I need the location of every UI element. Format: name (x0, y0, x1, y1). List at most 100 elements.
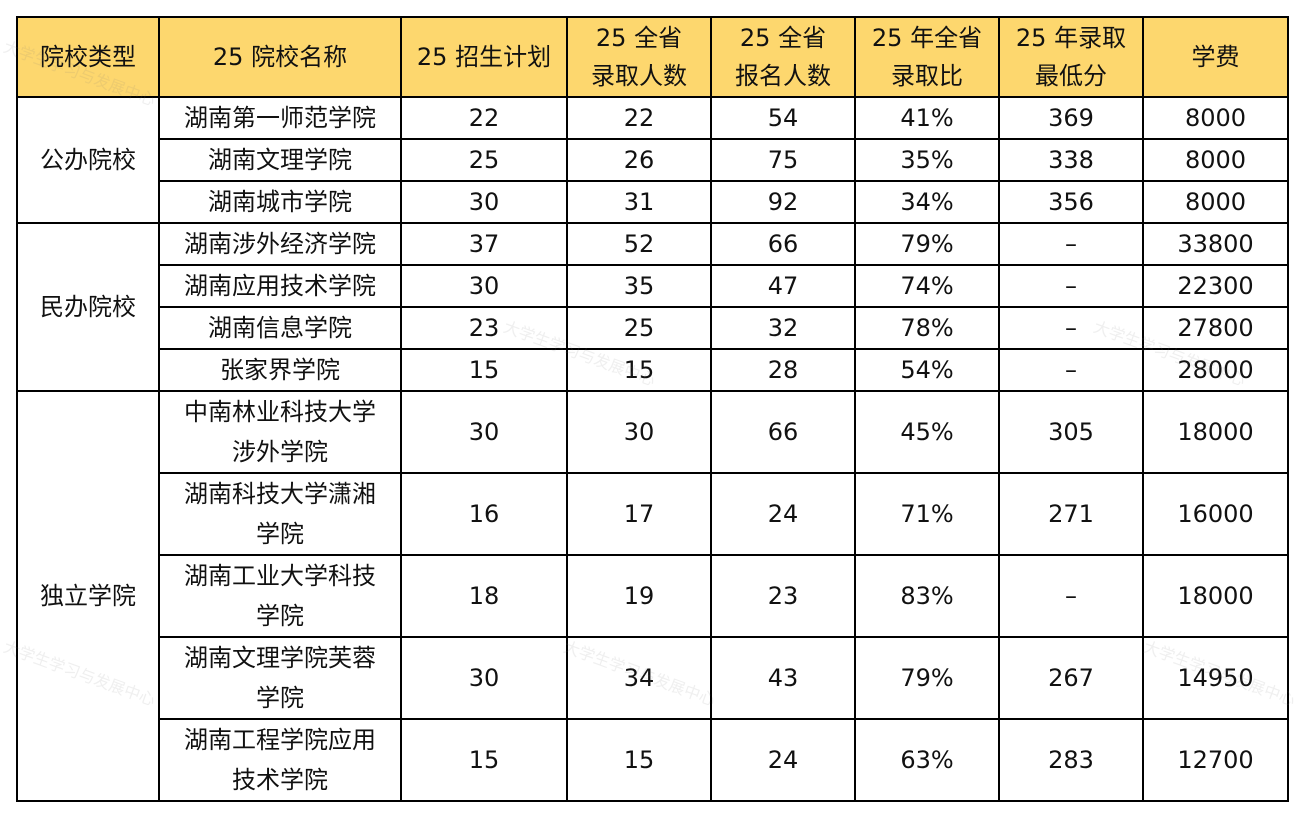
school-name-cell: 湖南城市学院 (158, 180, 402, 224)
applicant-count-cell: 43 (710, 636, 856, 720)
admission-ratio-cell: 41% (854, 96, 1000, 140)
admitted-count-cell: 15 (566, 348, 712, 392)
school-name-cell: 湖南科技大学潇湘 学院 (158, 472, 402, 556)
min-score-cell: 283 (998, 718, 1144, 802)
admissions-table: 院校类型 25 院校名称 25 招生计划 25 全省 录取人数 25 全省 报名人数 25 年… (16, 16, 1289, 802)
tuition-cell: 18000 (1142, 390, 1289, 474)
column-header: 25 院校名称 (158, 16, 402, 98)
school-name-cell: 湖南信息学院 (158, 306, 402, 350)
admission-ratio-cell: 83% (854, 554, 1000, 638)
enrollment-plan-cell: 23 (400, 306, 568, 350)
tuition-cell: 18000 (1142, 554, 1289, 638)
applicant-count-cell: 47 (710, 264, 856, 308)
admitted-count-cell: 17 (566, 472, 712, 556)
column-header: 25 年全省 录取比 (854, 16, 1000, 98)
table-row: 湖南信息学院 23 25 32 78% –27800 (17, 306, 1289, 350)
admitted-count-cell: 19 (566, 554, 712, 638)
enrollment-plan-cell: 15 (400, 718, 568, 802)
enrollment-plan-cell: 15 (400, 348, 568, 392)
min-score-cell: – (998, 306, 1144, 350)
school-name-cell: 中南林业科技大学 涉外学院 (158, 390, 402, 474)
school-name-cell: 湖南工业大学科技 学院 (158, 554, 402, 638)
table-body: 公办院校 湖南第一师范学院 22 22 54 41% 369 8000 湖南文理学院 25 26 75… (16, 96, 1289, 802)
column-header: 院校类型 (16, 16, 160, 98)
admission-ratio-cell: 54% (854, 348, 1000, 392)
tuition-cell: 33800 (1142, 222, 1289, 266)
tuition-cell: 14950 (1142, 636, 1289, 720)
applicant-count-cell: 28 (710, 348, 856, 392)
column-header: 25 全省 报名人数 (710, 16, 856, 98)
school-name-cell: 湖南第一师范学院 (158, 96, 402, 140)
admission-ratio-cell: 35% (854, 138, 1000, 182)
admitted-count-cell: 30 (566, 390, 712, 474)
table-row: 独立学院 中南林业科技大学 涉外学院 30 30 66 45% 305 18000 (16, 390, 1289, 802)
min-score-cell: 338 (998, 138, 1144, 182)
tuition-cell: 12700 (1142, 718, 1289, 802)
admitted-count-cell: 22 (566, 96, 712, 140)
school-name-cell: 湖南涉外经济学院 (158, 222, 402, 266)
min-score-cell: 356 (998, 180, 1144, 224)
applicant-count-cell: 24 (710, 472, 856, 556)
table-row: 湖南文理学院芙蓉 学院 30 34 43 79% 267 14950 (17, 636, 1289, 720)
tuition-cell: 28000 (1142, 348, 1289, 392)
applicant-count-cell: 92 (710, 180, 856, 224)
min-score-cell: 271 (998, 472, 1144, 556)
school-type-cell: 独立学院 (16, 390, 160, 802)
enrollment-plan-cell: 30 (400, 180, 568, 224)
table-row: 湖南工业大学科技 学院 18 19 23 83% –18000 (17, 554, 1289, 638)
admission-ratio-cell: 63% (854, 718, 1000, 802)
table-row: 湖南文理学院 25 26 75 35% 338 8000 (17, 138, 1289, 182)
table-row: 湖南应用技术学院 30 35 47 74% –22300 (17, 264, 1289, 308)
applicant-count-cell: 66 (710, 222, 856, 266)
applicant-count-cell: 66 (710, 390, 856, 474)
admitted-count-cell: 25 (566, 306, 712, 350)
applicant-count-cell: 54 (710, 96, 856, 140)
admitted-count-cell: 15 (566, 718, 712, 802)
tuition-cell: 8000 (1142, 180, 1289, 224)
table-row: 湖南科技大学潇湘 学院 16 17 24 71% 271 16000 (17, 472, 1289, 556)
column-header: 25 全省 录取人数 (566, 16, 712, 98)
enrollment-plan-cell: 22 (400, 96, 568, 140)
admission-ratio-cell: 71% (854, 472, 1000, 556)
min-score-cell: 267 (998, 636, 1144, 720)
admissions-table-container: 院校类型 25 院校名称 25 招生计划 25 全省 录取人数 25 全省 报名人数 25 年… (16, 16, 1289, 802)
applicant-count-cell: 32 (710, 306, 856, 350)
applicant-count-cell: 75 (710, 138, 856, 182)
table-row: 民办院校 湖南涉外经济学院 37 52 66 79% –33800 (16, 222, 1289, 392)
min-score-cell: – (998, 554, 1144, 638)
school-name-cell: 湖南文理学院 (158, 138, 402, 182)
applicant-count-cell: 24 (710, 718, 856, 802)
admission-ratio-cell: 79% (854, 636, 1000, 720)
admitted-count-cell: 26 (566, 138, 712, 182)
school-name-cell: 湖南应用技术学院 (158, 264, 402, 308)
enrollment-plan-cell: 25 (400, 138, 568, 182)
admitted-count-cell: 35 (566, 264, 712, 308)
school-name-cell: 湖南工程学院应用 技术学院 (158, 718, 402, 802)
admitted-count-cell: 52 (566, 222, 712, 266)
table-row: 湖南工程学院应用 技术学院 15 15 24 63% 283 12700 (17, 718, 1289, 802)
column-header: 25 招生计划 (400, 16, 568, 98)
tuition-cell: 27800 (1142, 306, 1289, 350)
enrollment-plan-cell: 18 (400, 554, 568, 638)
column-header: 学费 (1142, 16, 1289, 98)
admission-ratio-cell: 34% (854, 180, 1000, 224)
tuition-cell: 8000 (1142, 96, 1289, 140)
min-score-cell: – (998, 222, 1144, 266)
admission-ratio-cell: 45% (854, 390, 1000, 474)
table-row: 公办院校 湖南第一师范学院 22 22 54 41% 369 8000 (16, 96, 1289, 224)
admission-ratio-cell: 78% (854, 306, 1000, 350)
school-name-cell: 湖南文理学院芙蓉 学院 (158, 636, 402, 720)
enrollment-plan-cell: 16 (400, 472, 568, 556)
tuition-cell: 8000 (1142, 138, 1289, 182)
admission-ratio-cell: 79% (854, 222, 1000, 266)
tuition-cell: 22300 (1142, 264, 1289, 308)
admission-ratio-cell: 74% (854, 264, 1000, 308)
enrollment-plan-cell: 30 (400, 264, 568, 308)
school-name-cell: 张家界学院 (158, 348, 402, 392)
school-type-cell: 公办院校 (16, 96, 160, 224)
min-score-cell: – (998, 264, 1144, 308)
column-header: 25 年录取 最低分 (998, 16, 1144, 98)
school-type-cell: 民办院校 (16, 222, 160, 392)
header-row: 院校类型 25 院校名称 25 招生计划 25 全省 录取人数 25 全省 报名人数 25 年… (16, 16, 1289, 98)
enrollment-plan-cell: 30 (400, 390, 568, 474)
